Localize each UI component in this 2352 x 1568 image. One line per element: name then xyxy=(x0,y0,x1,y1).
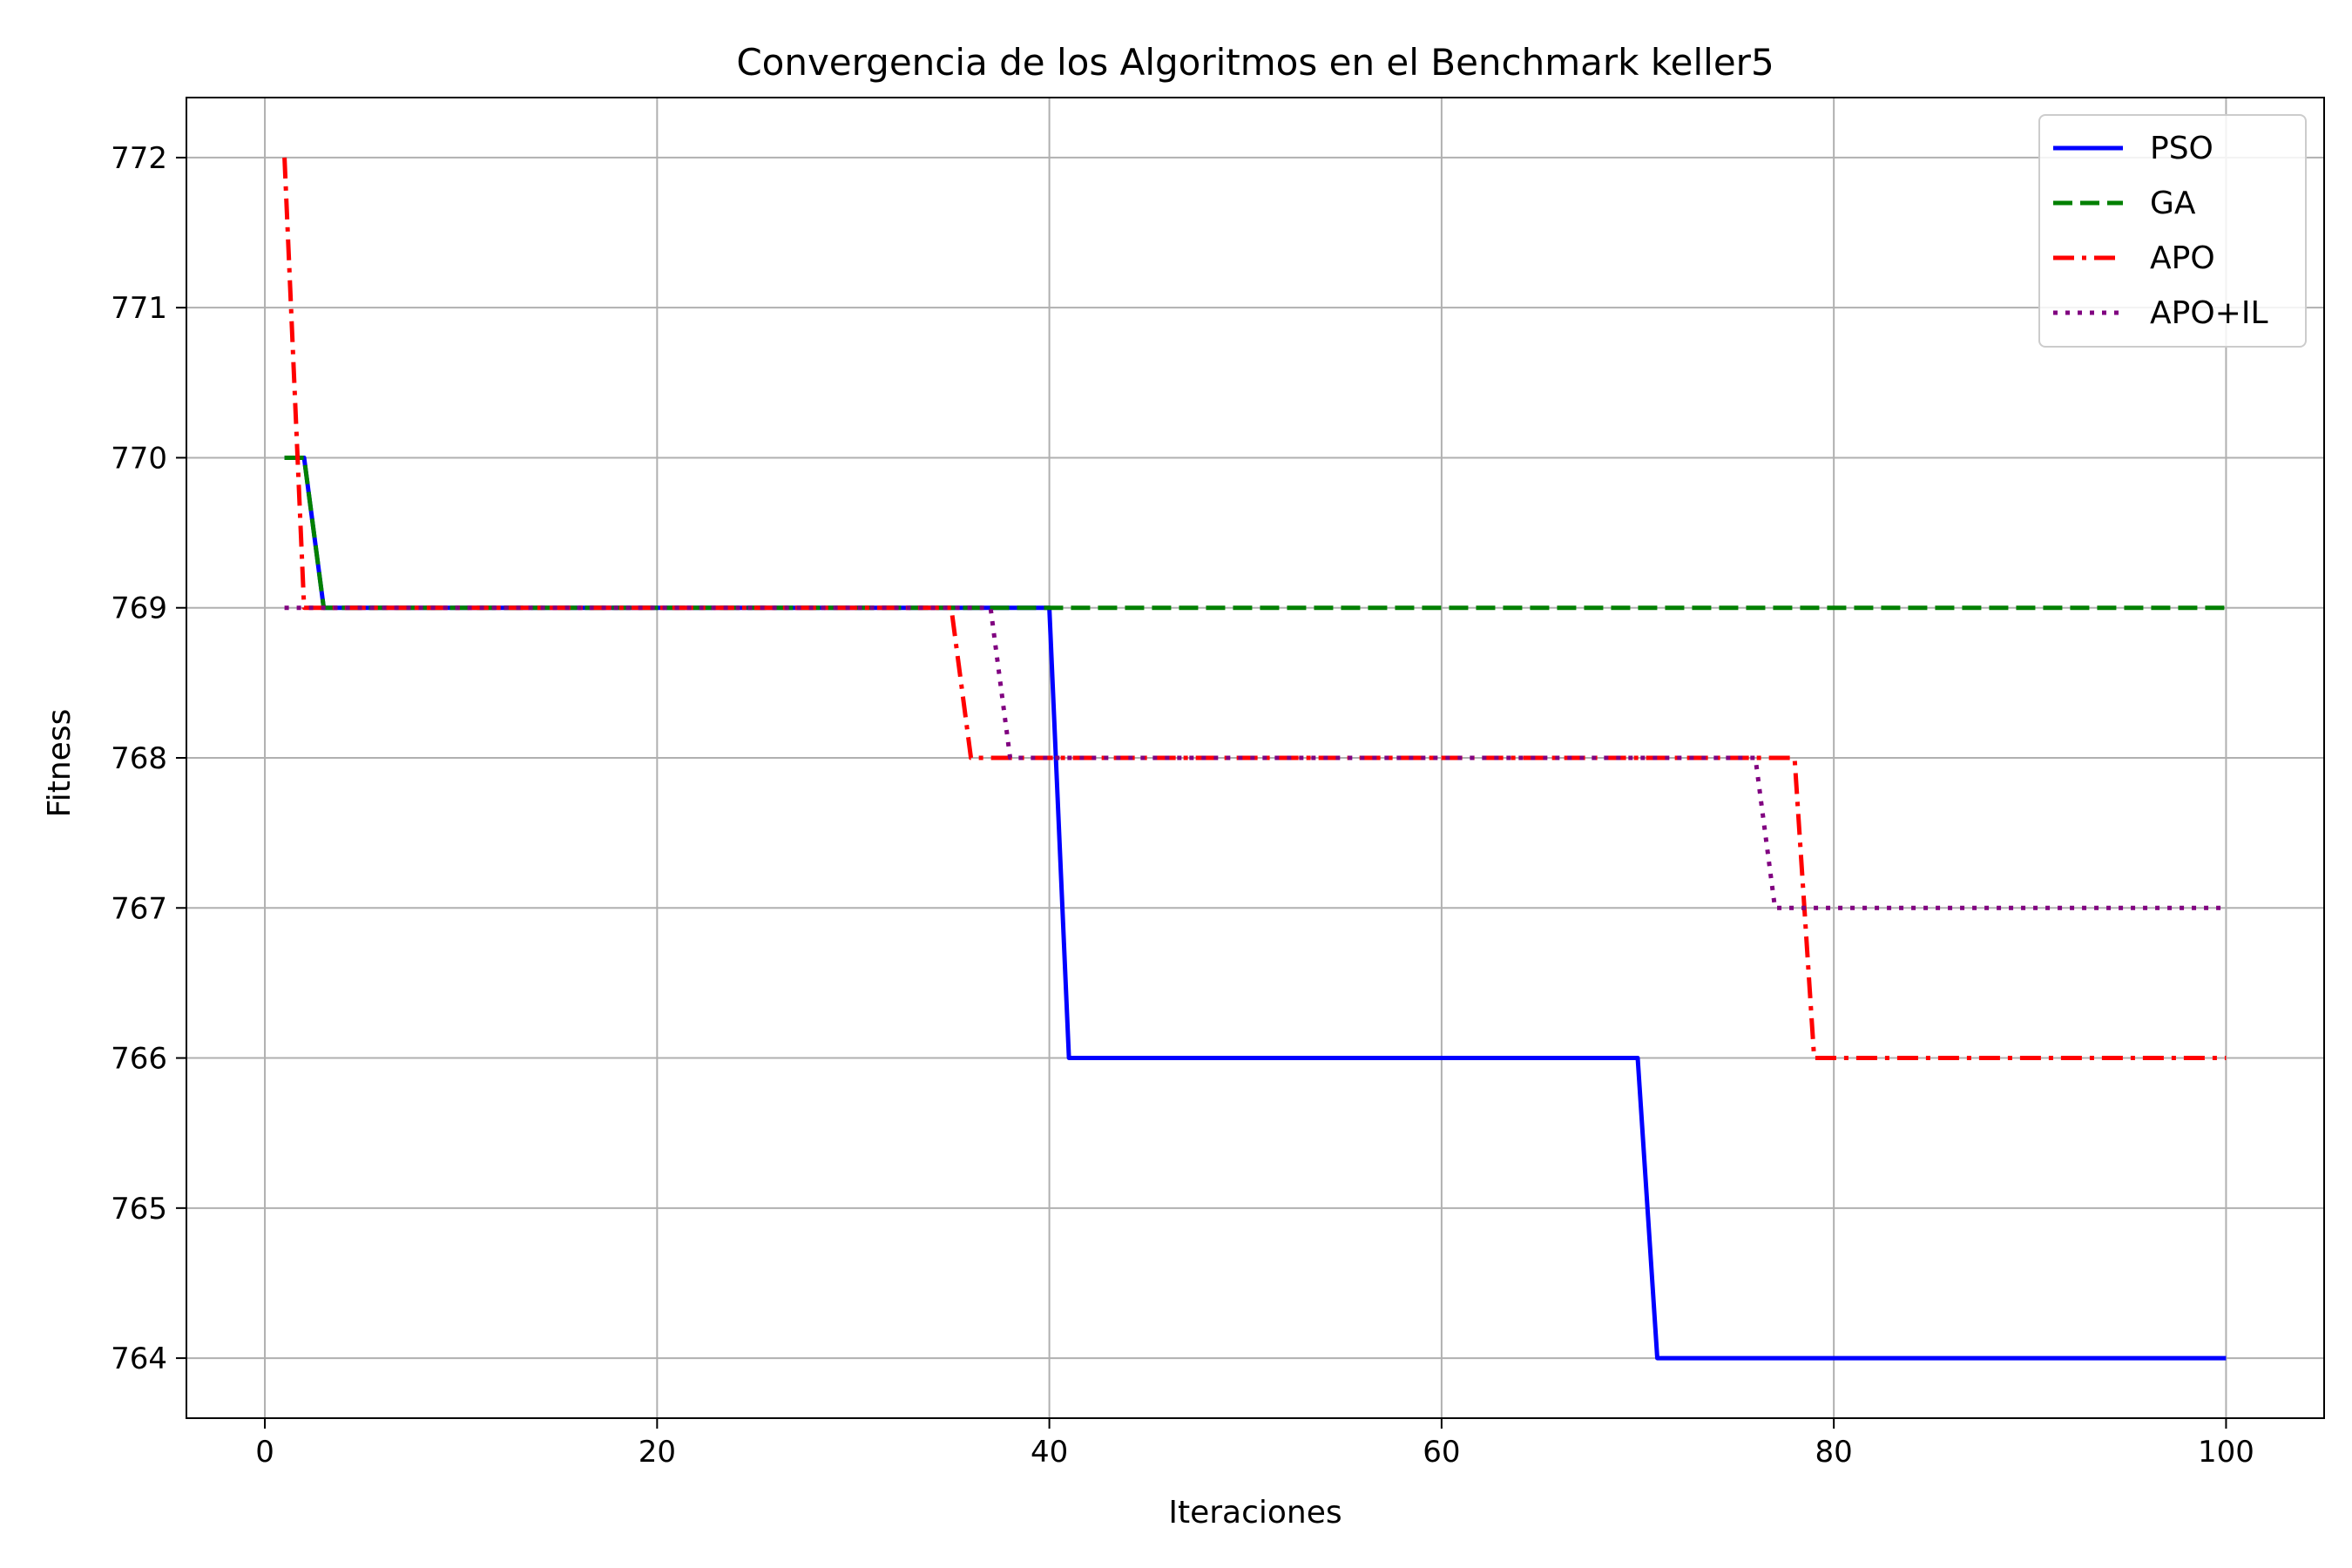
legend-label: GA xyxy=(2150,186,2196,221)
series-line-apo-il xyxy=(284,605,2227,910)
y-tick-label: 765 xyxy=(111,1192,167,1227)
y-tick-label: 769 xyxy=(111,591,167,626)
y-tick-label: 767 xyxy=(111,891,167,926)
y-tick-label: 770 xyxy=(111,441,167,476)
y-tick-label: 771 xyxy=(111,291,167,326)
series-line-apo xyxy=(282,157,2227,1060)
y-tick-label: 766 xyxy=(111,1042,167,1077)
legend: PSO GA APO APO+IL xyxy=(2038,114,2307,348)
legend-label: APO+IL xyxy=(2150,295,2268,331)
y-tick-label: 764 xyxy=(111,1342,167,1376)
x-tick-label: 0 xyxy=(255,1435,274,1470)
legend-label: APO xyxy=(2150,240,2215,276)
legend-label: PSO xyxy=(2150,131,2213,166)
x-tick-label: 80 xyxy=(1815,1435,1853,1470)
legend-box xyxy=(2038,114,2307,348)
y-axis-label: Fitness xyxy=(42,709,78,818)
y-tick-label: 768 xyxy=(111,741,167,776)
x-axis-label: Iteraciones xyxy=(1168,1495,1342,1531)
x-tick-label: 40 xyxy=(1031,1435,1068,1470)
y-tick-label: 772 xyxy=(111,141,167,176)
chart-title: Convergencia de los Algoritmos en el Ben… xyxy=(736,41,1774,84)
x-tick-label: 20 xyxy=(639,1435,676,1470)
series-lines xyxy=(282,157,2227,1361)
axis-ticks: 0 20 40 60 80 100 764 765 766 767 768 769 770 771 772 xyxy=(111,141,2254,1470)
x-tick-label: 60 xyxy=(1423,1435,1460,1470)
series-line-ga xyxy=(284,456,2227,611)
x-tick-label: 100 xyxy=(2198,1435,2254,1470)
